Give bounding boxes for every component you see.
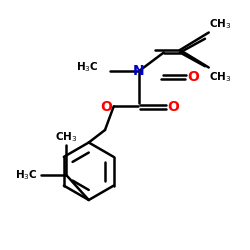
Text: H$_3$C: H$_3$C	[15, 168, 38, 182]
Text: CH$_3$: CH$_3$	[209, 70, 231, 84]
Text: N: N	[133, 64, 144, 78]
Text: O: O	[101, 100, 112, 114]
Text: O: O	[168, 100, 179, 114]
Text: H$_3$C: H$_3$C	[76, 60, 99, 74]
Text: CH$_3$: CH$_3$	[55, 130, 78, 144]
Text: CH$_3$: CH$_3$	[209, 18, 231, 31]
Text: O: O	[188, 70, 200, 84]
